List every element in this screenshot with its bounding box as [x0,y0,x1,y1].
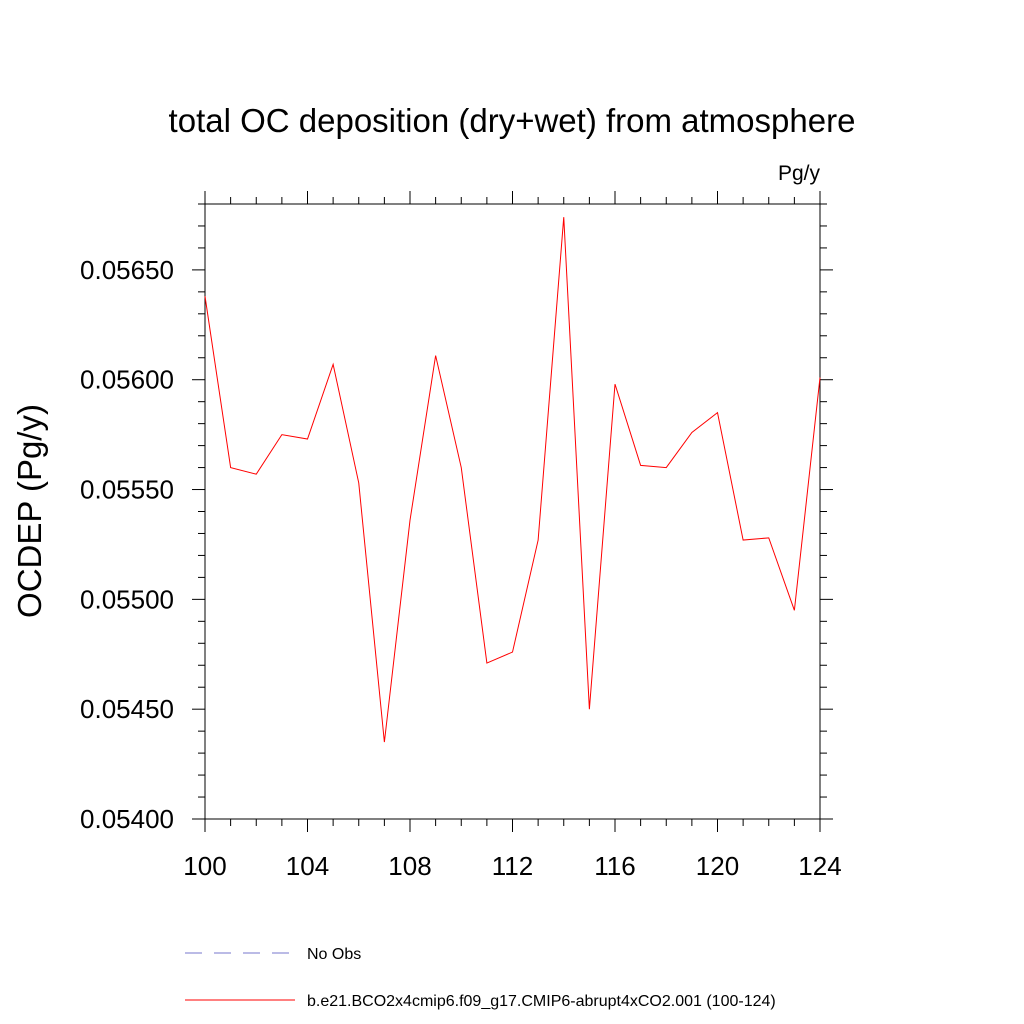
series-line [204,217,821,743]
y-tick-label: 0.05650 [80,255,174,285]
plot-frame [204,203,821,820]
x-tick-label: 124 [798,851,841,881]
tick-labels: 100 104 108 112 116 120 124 0.05400 0.05450 0.055… [80,255,842,881]
y-tick-label: 0.05400 [80,804,174,834]
y-tick-label: 0.05600 [80,365,174,395]
chart-title: total OC deposition (dry+wet) from atmos… [169,102,856,139]
x-tick-label: 108 [388,851,431,881]
legend: No Obs b.e21.BCO2x4cmip6.f09_g17.CMIP6-ab… [185,946,776,1010]
legend-label: No Obs [307,946,361,963]
units-label: Pg/y [778,162,821,185]
y-axis-label: OCDEP (Pg/y) [11,404,48,618]
x-tick-label: 112 [492,851,533,881]
y-tick-label: 0.05500 [80,584,174,614]
x-tick-label: 100 [183,851,226,881]
series-layer [204,217,821,743]
x-tick-label: 120 [696,851,739,881]
x-tick-label: 104 [286,851,329,881]
x-tick-label: 116 [594,851,635,881]
axis-ticks [192,191,833,832]
y-tick-label: 0.05550 [80,475,174,505]
legend-label: b.e21.BCO2x4cmip6.f09_g17.CMIP6-abrupt4x… [307,993,776,1010]
y-tick-label: 0.05450 [80,694,174,724]
